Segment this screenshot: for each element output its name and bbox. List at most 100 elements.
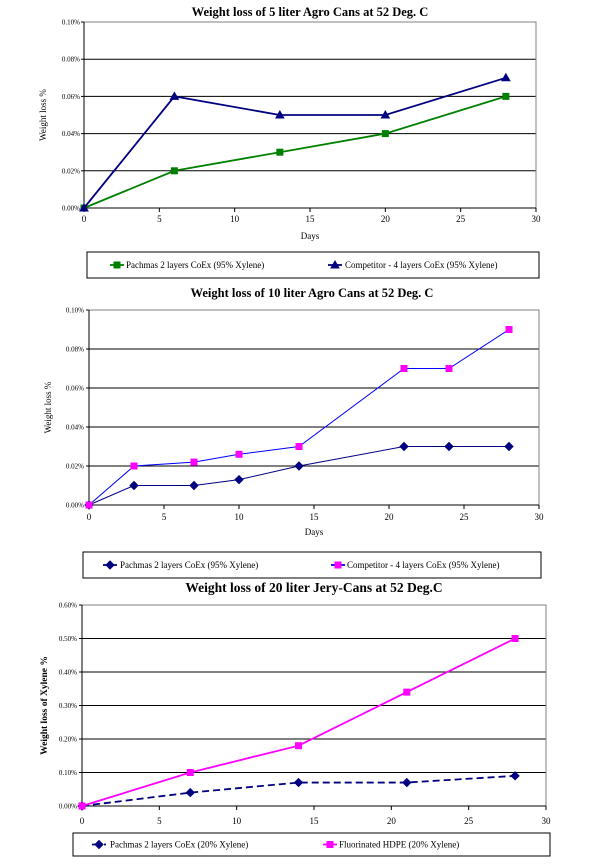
y-axis-label: Weight loss %	[38, 89, 48, 141]
data-point	[235, 450, 243, 458]
x-tick-label: 25	[464, 816, 474, 826]
y-tick-label: 0.04%	[62, 130, 80, 138]
x-tick-label: 20	[387, 816, 397, 826]
x-tick-label: 5	[162, 512, 167, 522]
data-point	[380, 109, 391, 119]
data-point	[501, 72, 511, 82]
data-point	[295, 443, 303, 450]
y-tick-label: 0.00%	[66, 502, 84, 510]
x-tick-label: 10	[230, 214, 240, 224]
data-point	[169, 91, 180, 100]
legend-entry: Pachmas 2 layers CoEx (20% Xylene)	[110, 840, 248, 850]
data-point	[505, 326, 513, 333]
data-point	[78, 802, 86, 810]
data-point	[185, 787, 195, 798]
y-tick-label: 0.30%	[59, 702, 77, 710]
y-axis-label: Weight loss of Xylene %	[40, 656, 50, 755]
legend-box	[82, 551, 542, 579]
y-tick-label: 0.40%	[59, 669, 77, 677]
legend-entry: Fluorinated HDPE (20% Xylene)	[339, 840, 459, 850]
series-1	[77, 771, 520, 811]
data-point	[294, 461, 304, 471]
data-point	[275, 109, 285, 119]
legend-swatch-marker	[326, 841, 334, 848]
legend-swatch-marker	[330, 259, 340, 269]
data-point	[510, 771, 520, 781]
data-point	[234, 474, 244, 485]
x-tick-label: 0	[80, 816, 85, 826]
series-2	[78, 635, 519, 810]
y-tick-label: 0.10%	[62, 19, 80, 27]
y-axis-label: Weight loss %	[43, 381, 53, 433]
y-tick-label: 0.04%	[66, 424, 84, 432]
series-line	[88, 446, 509, 506]
data-point	[502, 92, 510, 100]
chart-title: Weight loss of 5 liter Agro Cans at 52 D…	[192, 5, 429, 19]
x-tick-label: 20	[385, 512, 395, 522]
series-line	[81, 774, 516, 807]
data-point	[190, 458, 198, 466]
data-point	[295, 742, 303, 750]
data-point	[511, 635, 519, 642]
y-tick-label: 0.20%	[59, 736, 77, 744]
legend-entry: Competitor - 4 layers CoEx (95% Xylene)	[347, 560, 499, 570]
x-axis-label: Days	[301, 231, 320, 241]
x-tick-label: 0	[87, 512, 92, 522]
data-point	[129, 480, 139, 491]
data-point	[85, 501, 93, 509]
x-tick-label: 10	[235, 512, 245, 522]
data-point	[444, 441, 454, 452]
x-tick-label: 25	[460, 512, 470, 522]
y-tick-label: 0.02%	[62, 167, 80, 175]
legend-box	[72, 832, 551, 857]
data-point	[504, 441, 514, 452]
y-tick-label: 0.50%	[59, 635, 77, 643]
data-point	[79, 202, 89, 212]
legend: Pachmas 2 layers CoEx (95% Xylene) Compet…	[86, 251, 540, 279]
x-tick-label: 15	[310, 816, 320, 826]
y-tick-label: 0.00%	[59, 803, 77, 811]
data-point	[403, 688, 411, 696]
chart-1: Weight loss of 5 liter Agro Cans at 52 D…	[38, 5, 542, 279]
y-tick-label: 0.00%	[62, 205, 80, 213]
y-tick-label: 0.08%	[62, 56, 80, 64]
chart-title: Weight loss of 20 liter Jery-Cans at 52 …	[185, 580, 442, 595]
chart-title: Weight loss of 10 liter Agro Cans at 52 …	[191, 286, 434, 300]
y-tick-label: 0.08%	[66, 346, 84, 354]
data-point	[170, 167, 178, 175]
chart-3: Weight loss of 20 liter Jery-Cans at 52 …	[40, 580, 552, 857]
y-tick-label: 0.06%	[66, 385, 84, 393]
y-tick-label: 0.60%	[59, 602, 77, 610]
legend: Pachmas 2 layers CoEx (95% Xylene) Compet…	[82, 551, 542, 579]
series-2	[79, 72, 511, 212]
x-tick-label: 30	[542, 816, 552, 826]
legend-entry: Pachmas 2 layers CoEx (95% Xylene)	[126, 260, 264, 270]
x-tick-label: 30	[535, 512, 545, 522]
legend-box	[86, 251, 540, 279]
series-line	[83, 76, 507, 209]
legend-swatch-marker	[105, 560, 115, 570]
series-1	[80, 92, 510, 212]
x-axis-label: Days	[305, 527, 324, 537]
x-tick-label: 25	[456, 214, 466, 224]
series-line	[88, 329, 510, 506]
data-point	[399, 441, 409, 452]
x-tick-label: 15	[310, 512, 320, 522]
data-point	[276, 148, 284, 156]
x-tick-label: 5	[157, 816, 162, 826]
legend-swatch-marker	[94, 839, 104, 850]
series-line	[83, 95, 507, 209]
data-point	[293, 777, 304, 788]
y-tick-label: 0.06%	[62, 93, 80, 101]
legend-swatch-marker	[113, 261, 121, 269]
data-point	[402, 777, 412, 788]
data-point	[130, 462, 138, 470]
x-tick-label: 10	[232, 816, 242, 826]
series-1	[84, 441, 514, 510]
data-point	[381, 130, 389, 138]
plot-frame	[88, 309, 540, 506]
x-tick-label: 30	[532, 214, 542, 224]
series-2	[85, 326, 513, 509]
legend-entry: Competitor - 4 layers CoEx (95% Xylene)	[345, 260, 497, 270]
